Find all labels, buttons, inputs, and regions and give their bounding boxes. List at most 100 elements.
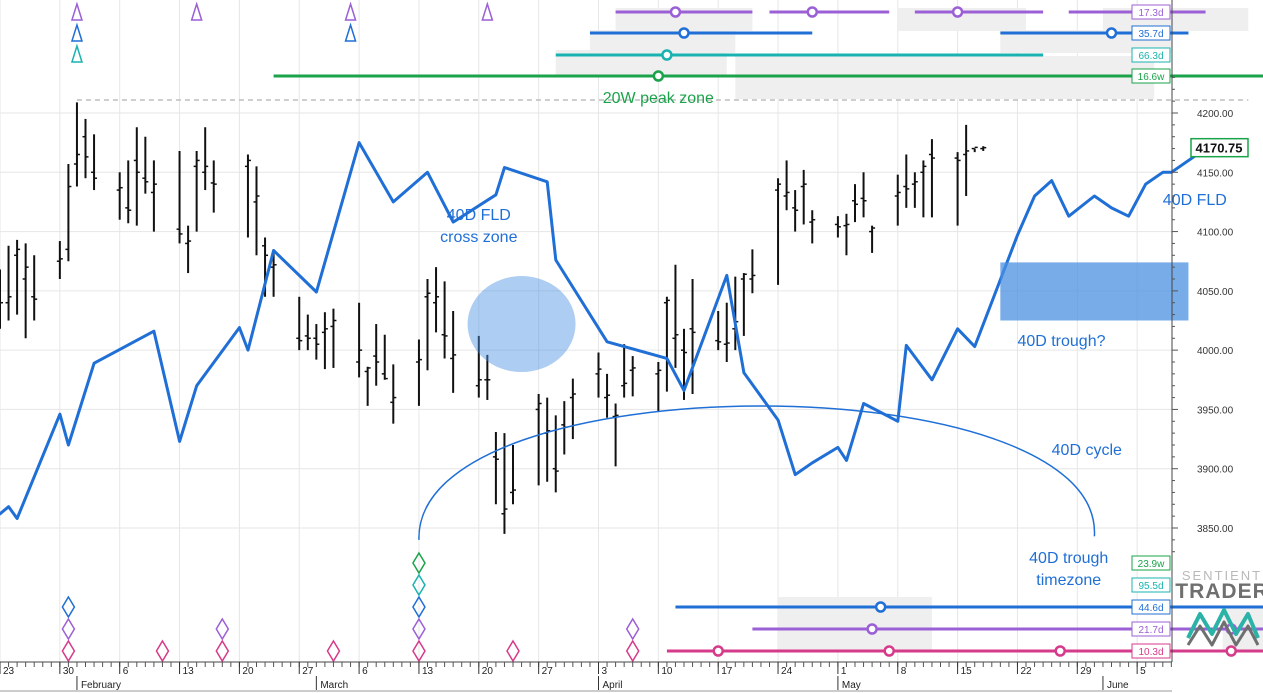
cycle-zone <box>897 8 1026 31</box>
cycle-marker <box>866 623 878 635</box>
y-tick-label: 4200.00 <box>1197 109 1234 120</box>
cycle-triangle-marker <box>344 1 357 21</box>
logo-sentient-text: SENTIENT <box>1182 568 1262 583</box>
price-bar <box>73 102 80 187</box>
cycle-diamond-marker <box>625 617 640 641</box>
month-label: April <box>603 680 623 691</box>
price-bar <box>125 160 132 224</box>
price-bar <box>142 136 149 194</box>
x-tick-label: 29 <box>1080 666 1092 677</box>
cycle-diamond-marker <box>326 639 341 663</box>
x-tick-label: 6 <box>123 666 129 677</box>
cycle-arc <box>418 405 1096 540</box>
x-axis: 23 30 6 13 20 27 6 13 20 27 3 10 17 24 1 8 15 22 29 5 Februa… <box>0 661 1172 692</box>
y-tick-label: 4100.00 <box>1197 228 1234 239</box>
fld-series <box>0 141 1207 520</box>
annotation-label: 40D FLD <box>447 207 511 224</box>
cycle-diamond-marker <box>412 639 426 663</box>
annotation-label: 20W peak zone <box>603 90 714 107</box>
cycle-diamond-marker <box>61 639 76 663</box>
annotations-layer: 20W peak zone 40D FLD 40D FLD cross zone 40D… <box>61 1 1263 663</box>
price-bar <box>980 146 987 151</box>
y-tick-label: 4150.00 <box>1197 168 1234 179</box>
price-bar <box>364 366 371 406</box>
y-axis: 4200.00 4150.00 4100.00 4050.00 4000.00 3950.… <box>1171 0 1249 662</box>
price-bar <box>663 296 670 392</box>
x-tick-label: 17 <box>721 666 733 677</box>
price-bar <box>31 255 38 321</box>
x-tick-label: 20 <box>242 666 254 677</box>
price-bar <box>321 312 328 370</box>
price-bar <box>552 415 559 493</box>
price-bar <box>373 324 380 386</box>
cycle-zone <box>778 597 932 651</box>
annotation-label: 40D FLD <box>1163 192 1227 209</box>
price-bar <box>749 249 756 294</box>
cycle-triangle-marker <box>70 22 83 42</box>
cycle-tag-box <box>1131 643 1171 659</box>
price-bar <box>971 146 978 153</box>
price-bar <box>843 213 850 256</box>
cycle-marker <box>883 645 895 657</box>
annotation-label: cross zone <box>440 229 517 246</box>
price-bar <box>330 308 337 368</box>
x-tick-label: 5 <box>1140 666 1146 677</box>
cycle-marker <box>712 645 724 657</box>
x-tick-label: 30 <box>63 666 75 677</box>
x-tick-label: 1 <box>841 666 847 677</box>
price-bar <box>621 344 628 398</box>
cycle-diamond-marker <box>61 617 76 641</box>
price-bar <box>270 249 277 297</box>
price-bar <box>903 154 910 208</box>
cycle-tag-label: 44.6d <box>1138 603 1163 614</box>
x-tick-label: 27 <box>542 666 554 677</box>
price-bar <box>202 127 209 191</box>
x-tick-label: 6 <box>362 666 368 677</box>
y-tick-label: 4000.00 <box>1197 346 1234 357</box>
price-bar <box>390 364 397 424</box>
y-tick-label: 4050.00 <box>1197 287 1234 298</box>
cycle-marker <box>1105 27 1118 39</box>
cycle-marker <box>1054 645 1066 657</box>
cycle-marker <box>1225 645 1237 657</box>
price-bar <box>740 273 747 336</box>
cycle-triangle-marker <box>70 1 83 21</box>
cycle-triangle-marker <box>344 22 357 42</box>
cycle-triangle-marker <box>481 1 494 21</box>
cycle-zone <box>1000 30 1172 53</box>
cycle-tag-label: 16.6w <box>1138 72 1165 83</box>
price-bar <box>433 267 440 333</box>
x-tick-label: 27 <box>302 666 314 677</box>
price-bar <box>424 279 431 371</box>
price-bar <box>911 172 918 208</box>
price-bar <box>535 394 542 486</box>
price-bar <box>313 324 320 360</box>
price-bar <box>5 245 12 321</box>
cycle-zone <box>615 8 753 31</box>
price-bar <box>185 225 192 274</box>
cycle-marker <box>951 6 964 18</box>
price-bar <box>672 264 679 368</box>
price-bar <box>116 172 123 220</box>
price-bar <box>253 166 260 256</box>
price-bar <box>928 139 935 218</box>
cycle-tag-box <box>1131 577 1171 593</box>
price-bar <box>91 134 98 191</box>
cycle-diamond-marker <box>61 595 76 619</box>
cycle-diamond-marker <box>155 639 170 663</box>
fld-line <box>0 141 1207 520</box>
cycle-tag-box <box>1131 4 1171 20</box>
x-tick-label: 13 <box>422 666 434 677</box>
price-bar <box>723 302 730 362</box>
x-tick-label: 13 <box>183 666 195 677</box>
x-tick-label: 23 <box>3 666 15 677</box>
logo-wave-shadow-icon <box>1186 620 1260 647</box>
price-bar <box>792 190 799 232</box>
month-label: May <box>842 680 861 691</box>
price-bar <box>612 403 619 467</box>
price-bar <box>595 352 602 398</box>
cycle-tag-box <box>1131 47 1171 63</box>
x-tick-label: 20 <box>482 666 494 677</box>
price-bar <box>22 243 29 339</box>
